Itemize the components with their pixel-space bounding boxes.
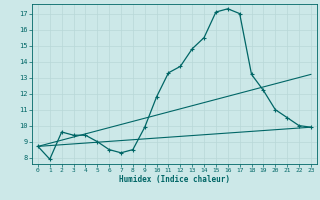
X-axis label: Humidex (Indice chaleur): Humidex (Indice chaleur): [119, 175, 230, 184]
